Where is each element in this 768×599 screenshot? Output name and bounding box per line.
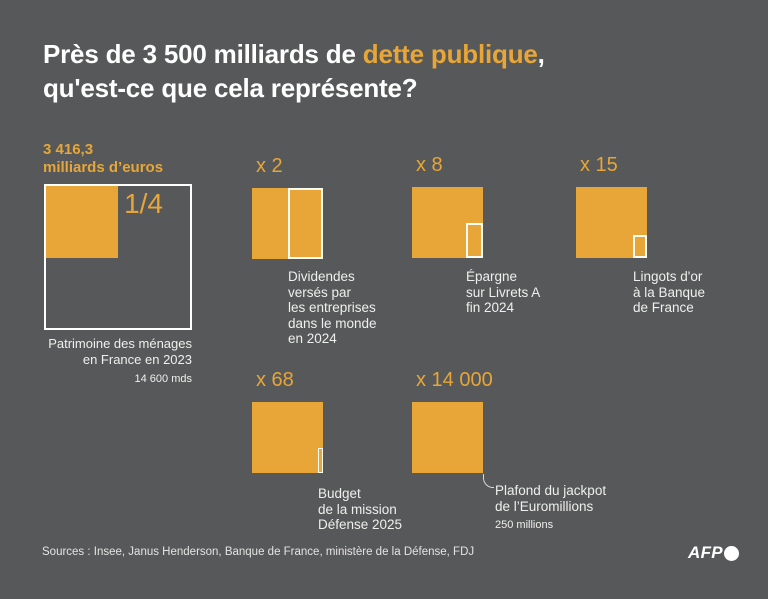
comparison-overlay-rect: [466, 223, 483, 258]
comparison-caption: Plafond du jackpot de l’Euromillions 250…: [495, 483, 606, 534]
title-line-1: Près de 3 500 milliards de dette publiqu…: [43, 37, 545, 71]
comparison-livrets-a: x 8 Épargne sur Livrets A fin 2024: [412, 154, 540, 315]
caption-line: de France: [633, 300, 694, 315]
caption-line: sur Livrets A: [466, 284, 541, 300]
caption-line: en France en 2023: [82, 352, 192, 367]
caption-line: en 2024: [288, 331, 337, 346]
multiplier-label: x 14 000: [416, 369, 493, 391]
debt-square: [252, 402, 323, 473]
comparison-overlay-rect: [318, 448, 323, 473]
debt-square: [412, 402, 483, 473]
multiplier-label: x 2: [256, 155, 283, 177]
caption-line: à la Banque: [633, 284, 706, 300]
comparison-caption: Lingots d'or à la Banque de France: [633, 269, 705, 316]
title-line-2: qu'est-ce que cela représente?: [43, 73, 418, 103]
comparison-caption: Budget de la mission Défense 2025: [318, 486, 402, 533]
multiplier-label: x 15: [580, 154, 618, 176]
title-comma: ,: [537, 39, 545, 69]
caption-line: Budget: [318, 486, 361, 501]
callout-line: [483, 474, 494, 488]
afp-logo-text: AFP: [688, 543, 723, 562]
fraction-label: 1/4: [124, 188, 163, 219]
caption-sub-value: 250 millions: [495, 519, 554, 531]
multiplier-label: x 8: [416, 154, 443, 176]
debt-amount-value: 3 416,3: [43, 141, 94, 158]
caption-line: Patrimoine des ménages: [48, 336, 192, 351]
caption-sub-value: 14 600 mds: [134, 373, 192, 385]
caption-line: dans le monde: [288, 315, 377, 331]
debt-fill-square: [46, 186, 118, 258]
page-title: Près de 3 500 milliards de dette publiqu…: [43, 37, 545, 105]
comparison-caption: Épargne sur Livrets A fin 2024: [466, 269, 540, 316]
patrimoine-square: 1/4: [44, 184, 192, 330]
comparison-overlay-rect: [288, 188, 323, 259]
comparison-euromillions: x 14 000 Plafond du jackpot de l’Euromil…: [412, 369, 606, 531]
comparison-lingots-or: x 15 Lingots d'or à la Banque de France: [576, 154, 705, 315]
caption-line: les entreprises: [288, 300, 376, 315]
sources-credit: Sources : Insee, Janus Henderson, Banque…: [42, 546, 475, 558]
title-text: Près de 3 500 milliards de: [43, 39, 363, 69]
caption-line: Lingots d'or: [633, 269, 703, 284]
caption-line: versés par: [288, 284, 352, 300]
caption-line: Défense 2025: [318, 517, 403, 532]
caption-line: Dividendes: [288, 269, 355, 284]
comparison-overlay-rect: [633, 235, 647, 258]
caption-line: fin 2024: [466, 300, 515, 315]
caption-line: Plafond du jackpot: [495, 483, 607, 498]
afp-logo: AFP: [688, 543, 739, 563]
title-accent-text: dette publique: [362, 39, 538, 69]
caption-line: de l’Euromillions: [495, 498, 594, 514]
comparison-caption: Dividendes versés par les entreprises da…: [288, 269, 377, 347]
afp-logo-dot-icon: [723, 545, 739, 561]
debt-amount-label: 3 416,3 milliards d’euros: [43, 141, 163, 177]
caption-line: Épargne: [466, 269, 518, 284]
debt-square: [412, 187, 483, 258]
comparison-dividendes: x 2 Dividendes versés par les entreprise…: [252, 155, 377, 346]
multiplier-label: x 68: [256, 369, 294, 391]
patrimoine-caption: Patrimoine des ménages en France en 2023…: [24, 336, 192, 387]
debt-amount-unit: milliards d’euros: [43, 159, 164, 176]
debt-square: [252, 188, 323, 259]
caption-line: de la mission: [318, 501, 397, 517]
comparison-defense: x 68 Budget de la mission Défense 2025: [252, 369, 402, 532]
debt-square: [576, 187, 647, 258]
